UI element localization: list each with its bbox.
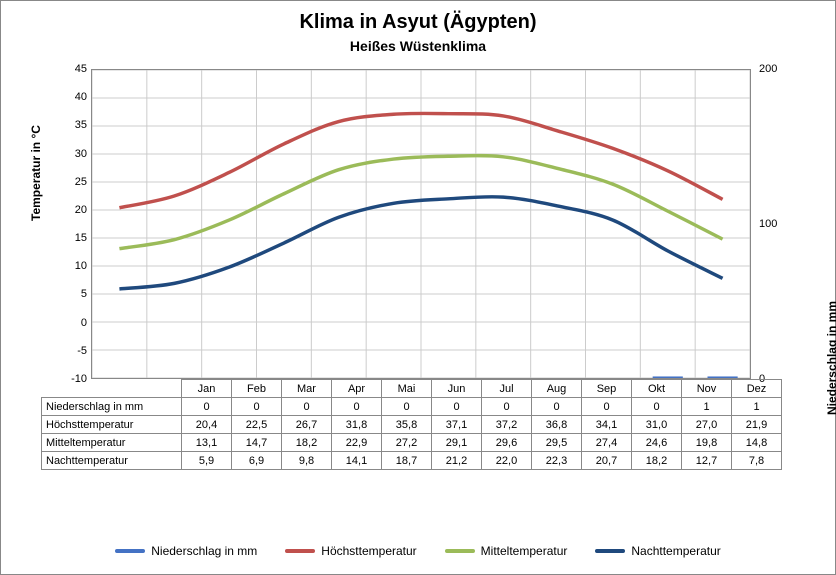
table-cell: 1 [732, 398, 782, 416]
table-cell: 13,1 [182, 434, 232, 452]
y-left-tick: 0 [57, 317, 87, 329]
table-cell: 9,8 [282, 452, 332, 470]
table-cell: 31,0 [632, 416, 682, 434]
y-left-tick: 20 [57, 204, 87, 216]
table-month-header: Okt [632, 380, 682, 398]
table-cell: 0 [582, 398, 632, 416]
y-left-tick: 45 [57, 63, 87, 75]
y-left-tick: -5 [57, 345, 87, 357]
y-left-tick: 15 [57, 232, 87, 244]
table-month-header: Nov [682, 380, 732, 398]
table-cell: 29,5 [532, 434, 582, 452]
table-month-header: Jun [432, 380, 482, 398]
table-cell: 27,0 [682, 416, 732, 434]
swatch-precip [115, 549, 145, 553]
table-cell: 5,9 [182, 452, 232, 470]
table-month-header: Mai [382, 380, 432, 398]
table-cell: 21,9 [732, 416, 782, 434]
table-cell: 18,7 [382, 452, 432, 470]
table-cell: 19,8 [682, 434, 732, 452]
table-cell: 27,4 [582, 434, 632, 452]
table-cell: 22,9 [332, 434, 382, 452]
table-month-header: Aug [532, 380, 582, 398]
table-cell: 37,1 [432, 416, 482, 434]
table-month-header: Dez [732, 380, 782, 398]
table-cell: 29,1 [432, 434, 482, 452]
swatch-high [285, 549, 315, 553]
table-cell: 0 [282, 398, 332, 416]
table-cell: 22,3 [532, 452, 582, 470]
table-cell: 27,2 [382, 434, 432, 452]
table-corner [42, 380, 182, 398]
table-month-header: Jan [182, 380, 232, 398]
y-left-tick: 35 [57, 119, 87, 131]
table-cell: 0 [432, 398, 482, 416]
table-cell: 31,8 [332, 416, 382, 434]
table-month-header: Mar [282, 380, 332, 398]
table-cell: 29,6 [482, 434, 532, 452]
y-right-tick: 100 [759, 218, 799, 230]
legend-label-precip: Niederschlag in mm [151, 544, 257, 558]
table-month-header: Feb [232, 380, 282, 398]
table-cell: 20,7 [582, 452, 632, 470]
legend-item-precip: Niederschlag in mm [115, 544, 257, 558]
table-cell: 0 [382, 398, 432, 416]
table-cell: 35,8 [382, 416, 432, 434]
swatch-mean [445, 549, 475, 553]
legend-item-low: Nachttemperatur [595, 544, 720, 558]
table-cell: 0 [182, 398, 232, 416]
swatch-low [595, 549, 625, 553]
table-cell: 37,2 [482, 416, 532, 434]
legend: Niederschlag in mm Höchsttemperatur Mitt… [1, 544, 835, 558]
table-month-header: Apr [332, 380, 382, 398]
y-left-tick: 10 [57, 260, 87, 272]
table-row-label: Nachttemperatur [42, 452, 182, 470]
table-cell: 34,1 [582, 416, 632, 434]
table-cell: 1 [682, 398, 732, 416]
table-cell: 6,9 [232, 452, 282, 470]
table-cell: 18,2 [632, 452, 682, 470]
table-cell: 14,8 [732, 434, 782, 452]
table-cell: 0 [532, 398, 582, 416]
legend-item-mean: Mitteltemperatur [445, 544, 568, 558]
chart-subtitle: Heißes Wüstenklima [1, 38, 835, 54]
table-cell: 22,0 [482, 452, 532, 470]
table-cell: 22,5 [232, 416, 282, 434]
y-right-axis-label: Niederschlag in mm [825, 301, 836, 415]
table-row-label: Mitteltemperatur [42, 434, 182, 452]
chart-svg [91, 69, 751, 379]
climate-chart-container: Klima in Asyut (Ägypten) Heißes Wüstenkl… [0, 0, 836, 575]
table-cell: 0 [632, 398, 682, 416]
data-table: JanFebMarAprMaiJunJulAugSepOktNovDez Nied… [41, 379, 782, 470]
table-cell: 7,8 [732, 452, 782, 470]
table-cell: 26,7 [282, 416, 332, 434]
legend-label-high: Höchsttemperatur [321, 544, 416, 558]
table-cell: 24,6 [632, 434, 682, 452]
legend-label-mean: Mitteltemperatur [481, 544, 568, 558]
table-cell: 0 [332, 398, 382, 416]
legend-label-low: Nachttemperatur [631, 544, 720, 558]
table-cell: 21,2 [432, 452, 482, 470]
chart-title: Klima in Asyut (Ägypten) [1, 11, 835, 34]
y-right-tick: 200 [759, 63, 799, 75]
y-left-tick: 30 [57, 148, 87, 160]
table-row-label: Höchsttemperatur [42, 416, 182, 434]
table-cell: 12,7 [682, 452, 732, 470]
table-cell: 20,4 [182, 416, 232, 434]
table-month-header: Sep [582, 380, 632, 398]
chart-plot-area [91, 69, 751, 379]
y-left-axis-label: Temperatur in °C [29, 125, 43, 221]
table-cell: 14,1 [332, 452, 382, 470]
legend-item-high: Höchsttemperatur [285, 544, 416, 558]
table-cell: 36,8 [532, 416, 582, 434]
y-left-tick: 25 [57, 176, 87, 188]
table-cell: 18,2 [282, 434, 332, 452]
table-cell: 14,7 [232, 434, 282, 452]
table-cell: 0 [482, 398, 532, 416]
table-row-label: Niederschlag in mm [42, 398, 182, 416]
y-left-tick: 5 [57, 288, 87, 300]
y-left-tick: 40 [57, 91, 87, 103]
table-month-header: Jul [482, 380, 532, 398]
table-cell: 0 [232, 398, 282, 416]
